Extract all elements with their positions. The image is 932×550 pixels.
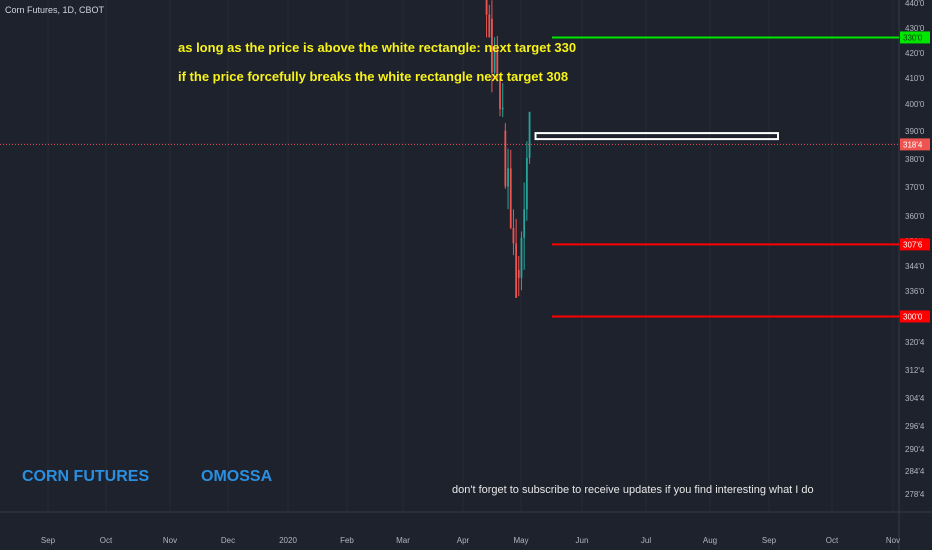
price-badge bbox=[900, 138, 930, 151]
candle-body bbox=[493, 47, 496, 73]
price-badge-label: 318'4 bbox=[903, 140, 923, 149]
price-axis[interactable]: 440'0 430'0 420'0 410'0 400'0 390'0 380'0 370'0… bbox=[905, 0, 925, 499]
candle-body bbox=[515, 243, 518, 298]
time-tick-label: Aug bbox=[703, 536, 717, 545]
brand-omossa: OMOSSA bbox=[201, 468, 273, 485]
price-tick-label: 344'0 bbox=[905, 262, 925, 271]
symbol-label: Corn Futures, 1D, CBOT bbox=[5, 5, 105, 15]
price-tick-label: 380'0 bbox=[905, 155, 925, 164]
candles bbox=[485, 0, 531, 298]
price-tick-label: 312'4 bbox=[905, 366, 925, 375]
time-tick-label: May bbox=[513, 536, 528, 545]
price-badge bbox=[900, 238, 930, 251]
price-tick-label: 370'0 bbox=[905, 183, 925, 192]
candle-body bbox=[509, 168, 512, 228]
time-tick-label: Nov bbox=[886, 536, 900, 545]
candle-body bbox=[525, 157, 528, 210]
price-tick-label: 296'4 bbox=[905, 422, 925, 431]
price-tick-label: 320'4 bbox=[905, 338, 925, 347]
target-lines bbox=[552, 36, 899, 318]
candle-body bbox=[523, 209, 526, 238]
price-tick-label: 390'0 bbox=[905, 127, 925, 136]
grid bbox=[47, 0, 894, 512]
price-tick-label: 336'0 bbox=[905, 287, 925, 296]
price-tick-label: 290'4 bbox=[905, 445, 925, 454]
candle-body bbox=[512, 227, 515, 244]
price-tick-label: 440'0 bbox=[905, 0, 925, 8]
candle-body bbox=[501, 107, 504, 110]
time-tick-label: Apr bbox=[457, 536, 470, 545]
time-tick-label: Oct bbox=[826, 536, 839, 545]
candle-body bbox=[499, 78, 501, 110]
candle-body bbox=[520, 237, 523, 278]
annotation-line-1: as long as the price is above the white … bbox=[178, 40, 576, 55]
candle-body bbox=[488, 14, 491, 38]
time-tick-label: Feb bbox=[340, 536, 354, 545]
annotation-line-2: if the price forcefully breaks the white… bbox=[178, 69, 568, 84]
time-tick-label: Jun bbox=[576, 536, 589, 545]
candle-body bbox=[528, 111, 531, 158]
time-tick-label: Dec bbox=[221, 536, 235, 545]
time-tick-label: Sep bbox=[41, 536, 56, 545]
price-tick-label: 420'0 bbox=[905, 49, 925, 58]
time-axis[interactable]: Sep Oct Nov Dec 2020 Feb Mar Apr May Jun Jul Aug Sep… bbox=[41, 536, 900, 545]
footer-note: don't forget to subscribe to receive upd… bbox=[452, 484, 814, 496]
white-rectangle[interactable] bbox=[534, 132, 779, 141]
time-tick-label: Nov bbox=[163, 536, 177, 545]
time-tick-label: 2020 bbox=[279, 536, 297, 545]
time-tick-label: Sep bbox=[762, 536, 777, 545]
price-tick-label: 360'0 bbox=[905, 212, 925, 221]
price-tick-label: 304'4 bbox=[905, 394, 925, 403]
price-tick-label: 278'4 bbox=[905, 490, 925, 499]
price-badge-label: 300'0 bbox=[903, 312, 923, 321]
price-tick-label: 400'0 bbox=[905, 100, 925, 109]
price-tick-label: 430'0 bbox=[905, 24, 925, 33]
candle-body bbox=[485, 0, 488, 15]
candle-body bbox=[504, 130, 507, 187]
price-tick-label: 284'4 bbox=[905, 467, 925, 476]
time-tick-label: Jul bbox=[641, 536, 651, 545]
time-tick-label: Mar bbox=[396, 536, 410, 545]
price-badge bbox=[900, 310, 930, 323]
candle-body bbox=[491, 18, 493, 73]
candle-body bbox=[507, 168, 509, 187]
price-tick-label: 410'0 bbox=[905, 74, 925, 83]
brand-corn-futures: CORN FUTURES bbox=[22, 468, 149, 485]
price-badge bbox=[900, 31, 930, 44]
price-badge-label: 307'6 bbox=[903, 240, 923, 249]
candle-body bbox=[517, 269, 520, 278]
price-badge-label: 330'0 bbox=[903, 33, 923, 42]
time-tick-label: Oct bbox=[100, 536, 113, 545]
candle-body bbox=[496, 47, 499, 79]
